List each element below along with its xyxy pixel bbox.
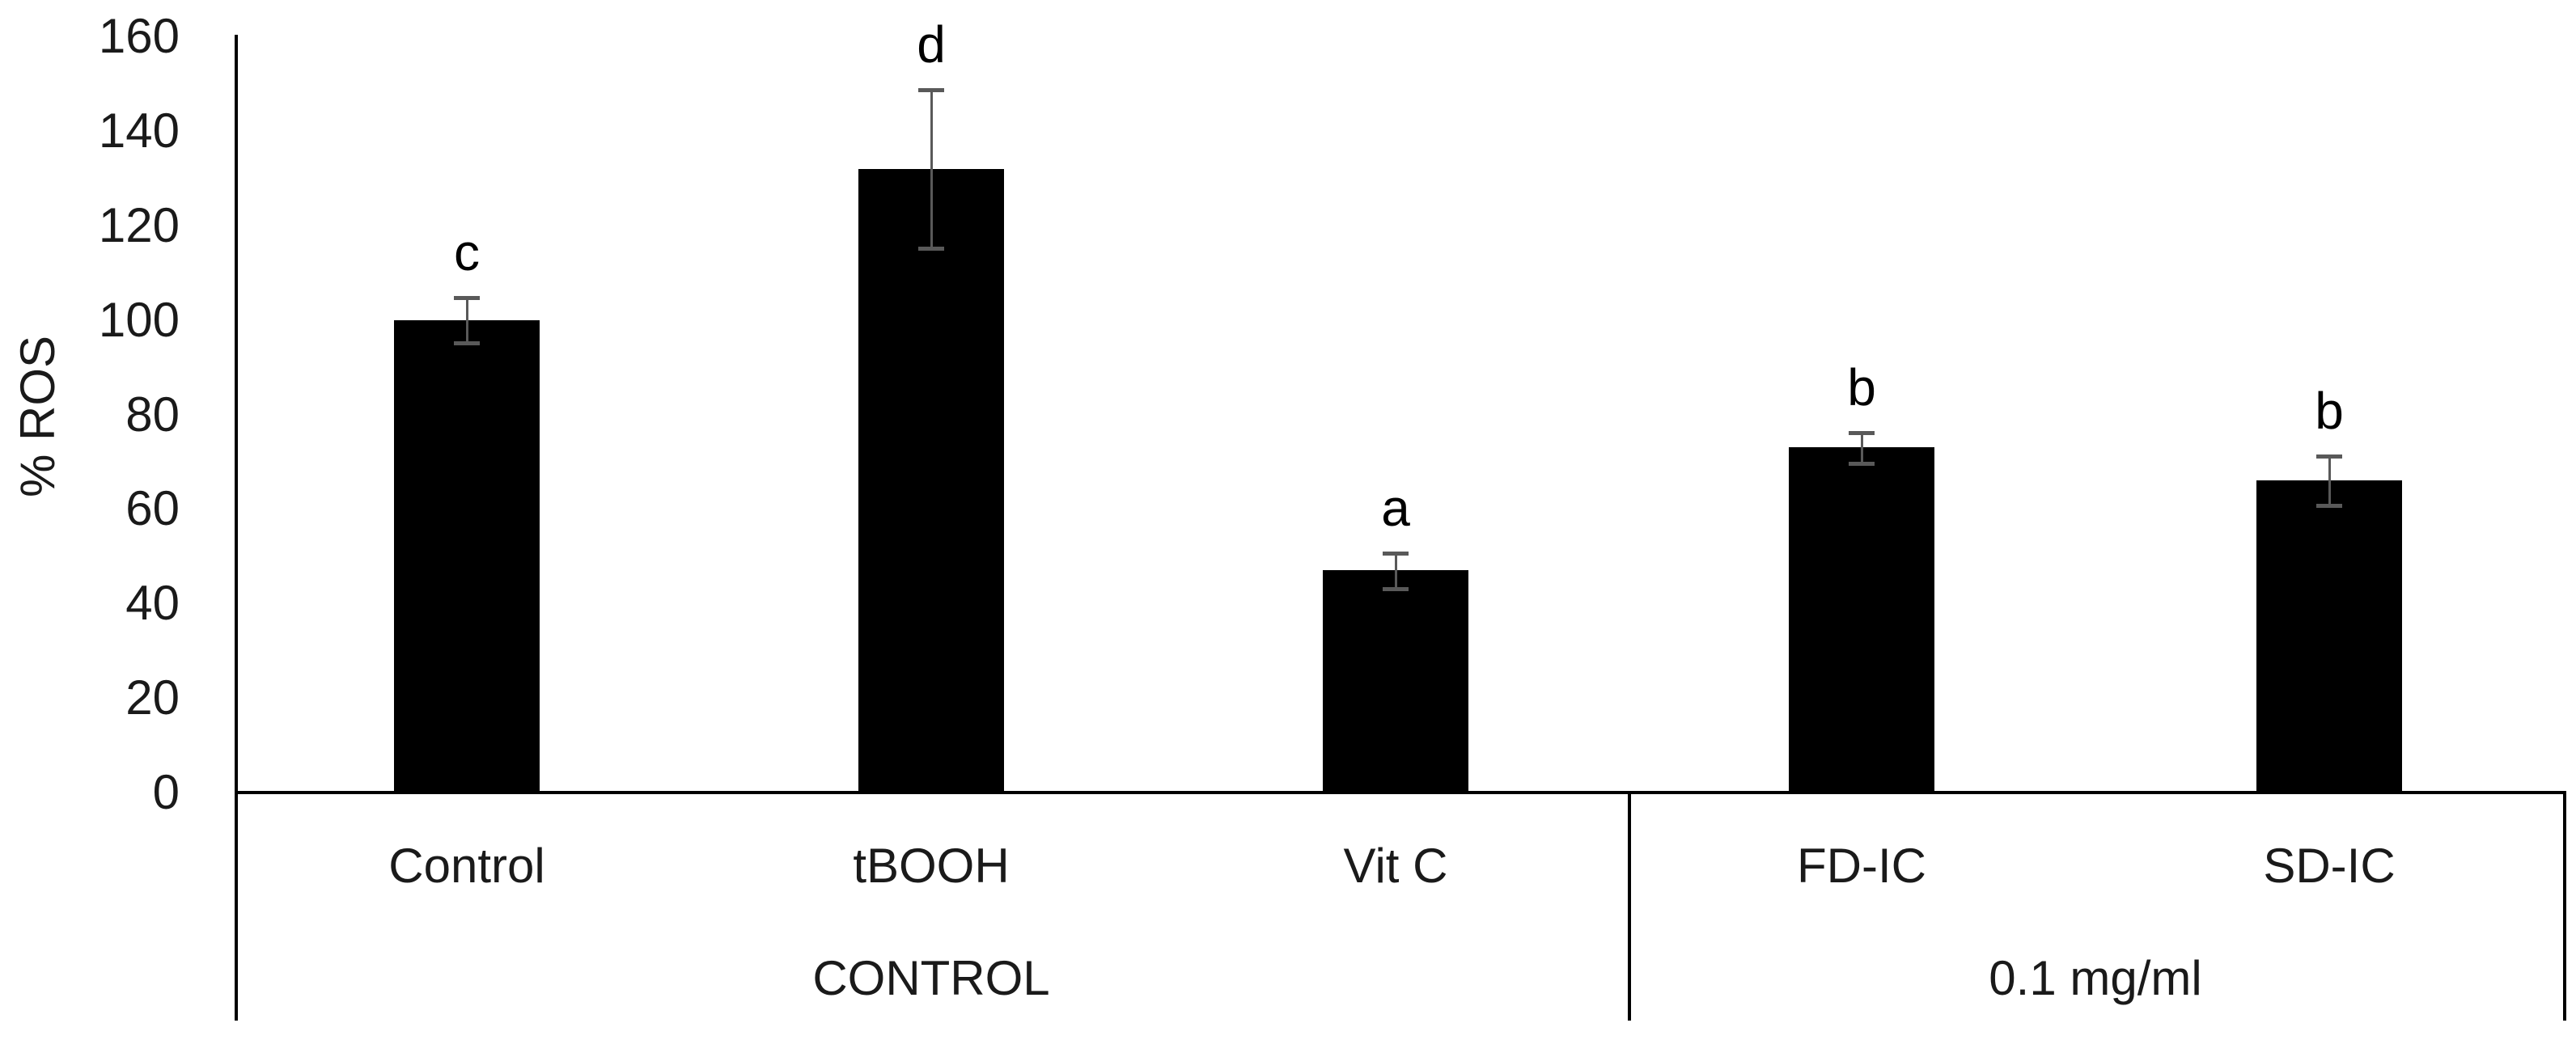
error-bar-line-FD-IC (1860, 430, 1863, 464)
significance-letter-SD-IC: b (2315, 382, 2344, 441)
error-bar-top-cap-Vit C (1383, 551, 1409, 556)
group-label-0: CONTROL (812, 951, 1050, 1005)
y-tick-label-40: 40 (125, 576, 180, 631)
error-bar-line-SD-IC (2328, 454, 2331, 507)
bar-Vit C (1323, 570, 1468, 794)
y-tick-label-60: 60 (125, 481, 180, 536)
category-label-Control: Control (388, 839, 545, 893)
error-bar-bottom-cap-Control (454, 340, 480, 345)
y-axis-line (235, 35, 238, 1021)
y-tick-label-0: 0 (152, 765, 180, 819)
category-label-FD-IC: FD-IC (1797, 839, 1926, 893)
category-label-tBOOH: tBOOH (853, 839, 1010, 893)
error-bar-bottom-cap-Vit C (1383, 586, 1409, 591)
group-label-1: 0.1 mg/ml (1989, 951, 2202, 1005)
error-bar-top-cap-Control (454, 296, 480, 301)
error-bar-line-Vit C (1394, 551, 1397, 590)
y-tick-label-100: 100 (98, 292, 180, 347)
y-tick-label-80: 80 (125, 387, 180, 442)
significance-letter-Control: c (454, 223, 480, 282)
error-bar-bottom-cap-tBOOH (918, 246, 944, 251)
error-bar-line-Control (465, 296, 468, 344)
error-bar-bottom-cap-FD-IC (1849, 461, 1875, 466)
y-tick-label-160: 160 (98, 9, 180, 63)
bar-tBOOH (858, 168, 1004, 794)
y-tick-label-20: 20 (125, 670, 180, 725)
significance-letter-Vit C: a (1381, 478, 1410, 537)
error-bar-bottom-cap-SD-IC (2316, 504, 2342, 509)
bar-SD-IC (2256, 480, 2402, 794)
bar-Control (394, 319, 540, 794)
significance-letter-FD-IC: b (1847, 357, 1876, 416)
error-bar-line-tBOOH (930, 88, 933, 249)
group-separator-line (1628, 791, 1631, 1021)
category-label-SD-IC: SD-IC (2263, 839, 2396, 893)
bar-FD-IC (1789, 447, 1934, 794)
y-axis-title: % ROS (11, 335, 65, 498)
error-bar-top-cap-SD-IC (2316, 454, 2342, 459)
error-bar-top-cap-FD-IC (1849, 430, 1875, 435)
significance-letter-tBOOH: d (917, 15, 946, 74)
y-tick-label-140: 140 (98, 103, 180, 158)
right-frame-line (2563, 791, 2566, 1021)
y-tick-label-120: 120 (98, 197, 180, 252)
error-bar-top-cap-tBOOH (918, 88, 944, 93)
category-label-Vit C: Vit C (1343, 839, 1448, 893)
